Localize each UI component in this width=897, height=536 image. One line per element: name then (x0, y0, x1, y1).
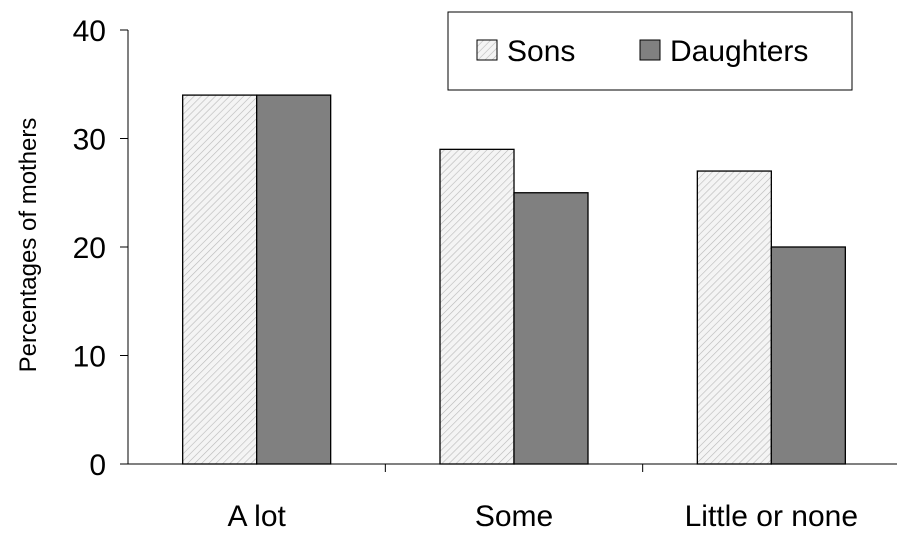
legend-label-sons: Sons (507, 35, 575, 68)
x-category-label: Little or none (685, 500, 858, 531)
y-tick-label: 20 (73, 232, 106, 265)
y-tick-label: 10 (73, 341, 106, 374)
y-axis: 0 10 20 30 40 (73, 15, 129, 482)
legend: Sons Daughters (447, 11, 853, 91)
bar-daughters (770, 246, 846, 465)
bar-daughters (256, 94, 332, 465)
bar-sons (182, 94, 258, 465)
y-axis-title: Percentages of mothers (15, 118, 42, 373)
x-category-label: A lot (227, 500, 286, 531)
x-category-label: Some (475, 500, 553, 531)
legend-label-daughters: Daughters (670, 35, 808, 68)
legend-swatch-sons (476, 39, 498, 61)
y-tick-label: 0 (89, 449, 106, 482)
y-tick-label: 40 (73, 15, 106, 48)
legend-swatch-daughters (639, 39, 661, 61)
legend-box (447, 11, 853, 91)
bar-sons (696, 170, 772, 465)
bar-sons (439, 148, 515, 465)
y-tick-label: 30 (73, 124, 106, 157)
bars (182, 94, 846, 465)
x-axis: A lot Some Little or none (128, 463, 897, 533)
bar-daughters (513, 192, 589, 465)
